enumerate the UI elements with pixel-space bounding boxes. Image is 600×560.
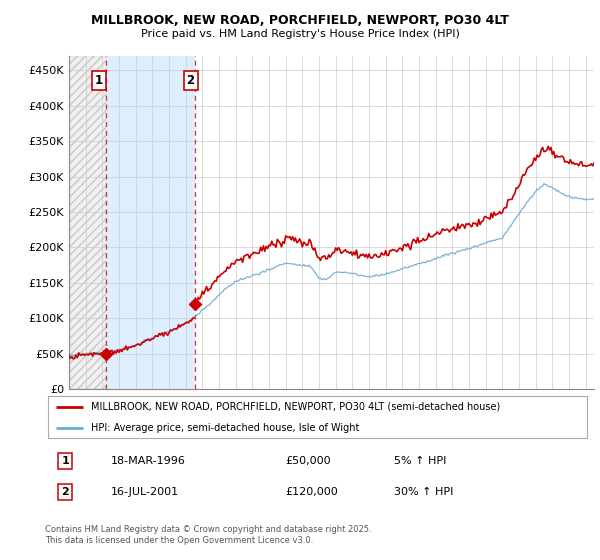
Text: 5% ↑ HPI: 5% ↑ HPI <box>394 456 447 466</box>
Text: £50,000: £50,000 <box>285 456 331 466</box>
FancyBboxPatch shape <box>48 395 587 438</box>
Text: MILLBROOK, NEW ROAD, PORCHFIELD, NEWPORT, PO30 4LT (semi-detached house): MILLBROOK, NEW ROAD, PORCHFIELD, NEWPORT… <box>91 402 500 412</box>
Bar <box>69 56 106 389</box>
Text: HPI: Average price, semi-detached house, Isle of Wight: HPI: Average price, semi-detached house,… <box>91 423 360 433</box>
Bar <box>106 56 194 389</box>
Text: Contains HM Land Registry data © Crown copyright and database right 2025.
This d: Contains HM Land Registry data © Crown c… <box>45 525 371 545</box>
Text: 30% ↑ HPI: 30% ↑ HPI <box>394 487 454 497</box>
Text: 1: 1 <box>61 456 69 466</box>
Text: 18-MAR-1996: 18-MAR-1996 <box>110 456 185 466</box>
Text: 2: 2 <box>61 487 69 497</box>
Bar <box>69 56 106 389</box>
Text: 2: 2 <box>187 74 195 87</box>
Text: Price paid vs. HM Land Registry's House Price Index (HPI): Price paid vs. HM Land Registry's House … <box>140 29 460 39</box>
Text: £120,000: £120,000 <box>285 487 338 497</box>
Text: 16-JUL-2001: 16-JUL-2001 <box>110 487 179 497</box>
Text: 1: 1 <box>95 74 103 87</box>
Text: MILLBROOK, NEW ROAD, PORCHFIELD, NEWPORT, PO30 4LT: MILLBROOK, NEW ROAD, PORCHFIELD, NEWPORT… <box>91 14 509 27</box>
